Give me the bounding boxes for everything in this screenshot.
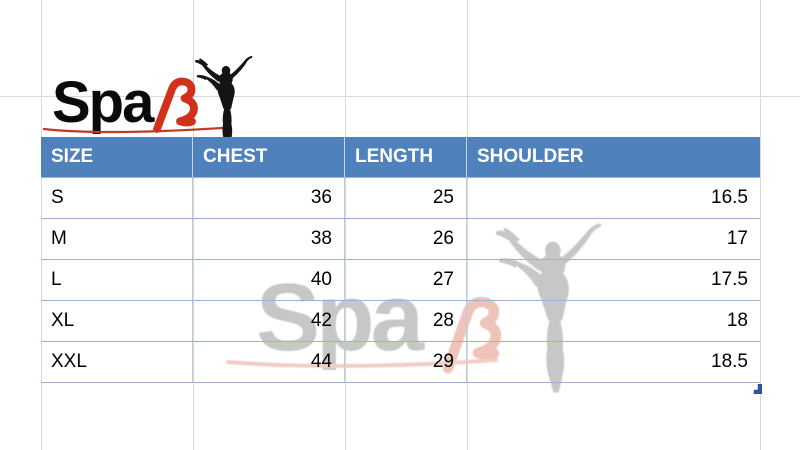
svg-text:Spa: Spa (52, 70, 155, 135)
